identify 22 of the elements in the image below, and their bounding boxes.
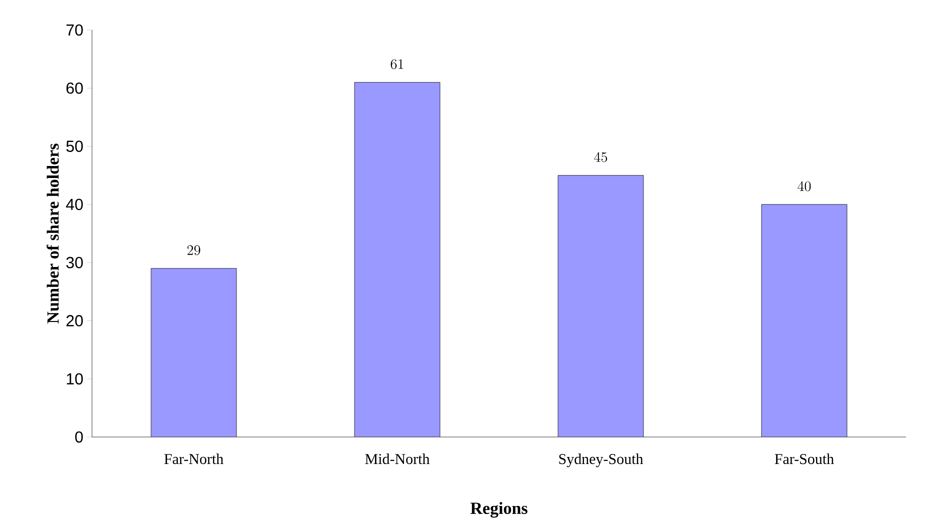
y-tick-label: 40	[66, 198, 83, 210]
y-axis-title: Number of share holders	[46, 144, 59, 324]
x-axis-title: Regions	[470, 502, 528, 518]
x-tick-label: Far-North	[164, 454, 224, 464]
bar	[151, 268, 236, 437]
bar	[354, 82, 440, 437]
data-label: 40	[798, 181, 811, 192]
y-tick-label: 10	[66, 373, 83, 385]
data-label: 61	[390, 59, 404, 70]
y-tick-label: 30	[66, 256, 83, 268]
x-tick-label: Far-South	[774, 454, 834, 464]
x-tick-label: Sydney-South	[559, 454, 644, 468]
y-tick-label: 0	[75, 431, 83, 443]
data-label: 45	[594, 152, 608, 162]
y-tick-label: 70	[66, 24, 83, 36]
bar	[761, 204, 848, 437]
y-tick-label: 50	[66, 140, 83, 152]
y-tick-label: 60	[66, 82, 83, 94]
data-label: 29	[187, 245, 200, 256]
bar	[558, 175, 644, 437]
y-tick-label: 20	[66, 315, 83, 326]
x-tick-label: Mid-North	[365, 454, 430, 464]
